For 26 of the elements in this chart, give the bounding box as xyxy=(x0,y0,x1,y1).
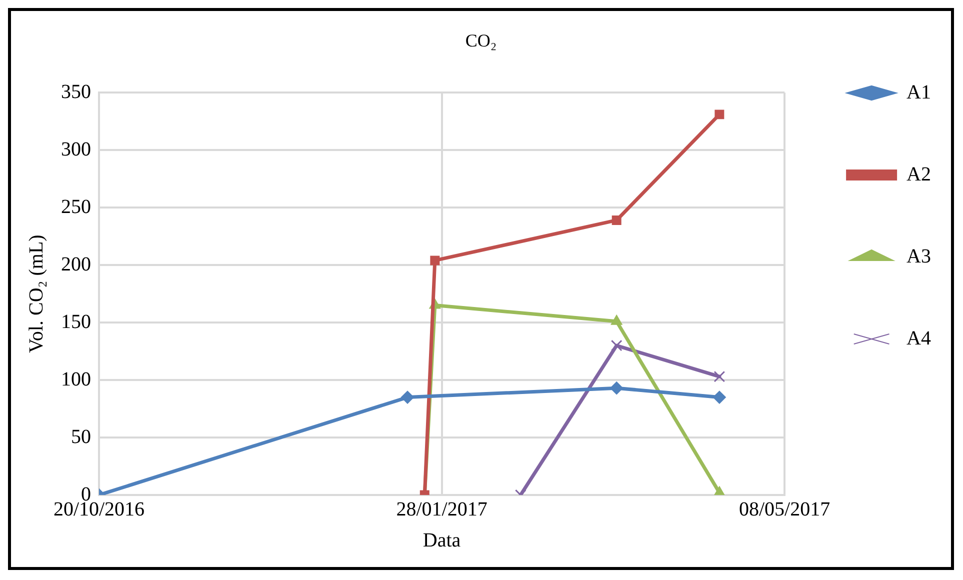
y-tick-label: 150 xyxy=(61,310,91,333)
legend-label: A4 xyxy=(906,327,932,350)
y-tick-label: 350 xyxy=(61,80,91,103)
point xyxy=(610,382,624,395)
point xyxy=(714,110,724,120)
point xyxy=(401,390,414,404)
point xyxy=(610,314,622,325)
chart-title: CO₂ xyxy=(465,30,497,51)
x-axis-title: Data xyxy=(422,529,461,552)
point xyxy=(714,370,726,382)
legend-label: A2 xyxy=(906,163,932,186)
y-tick-label: 100 xyxy=(61,368,91,390)
y-tick-label: 300 xyxy=(61,138,91,160)
y-tick-label: 250 xyxy=(61,196,91,218)
point xyxy=(612,215,622,225)
y-tick-label: 50 xyxy=(71,426,91,448)
point xyxy=(712,390,726,404)
y-axis-title: Vol. CO₂ (mL) xyxy=(25,234,48,353)
x-tick-label: 28/01/2017 xyxy=(396,498,488,520)
point xyxy=(714,486,726,495)
y-tick-label: 200 xyxy=(61,253,91,276)
legend-label: A3 xyxy=(906,245,932,268)
point xyxy=(610,340,622,352)
point xyxy=(430,256,440,266)
x-tick-label: 08/05/2017 xyxy=(738,498,830,520)
legend-label: A1 xyxy=(906,81,932,104)
